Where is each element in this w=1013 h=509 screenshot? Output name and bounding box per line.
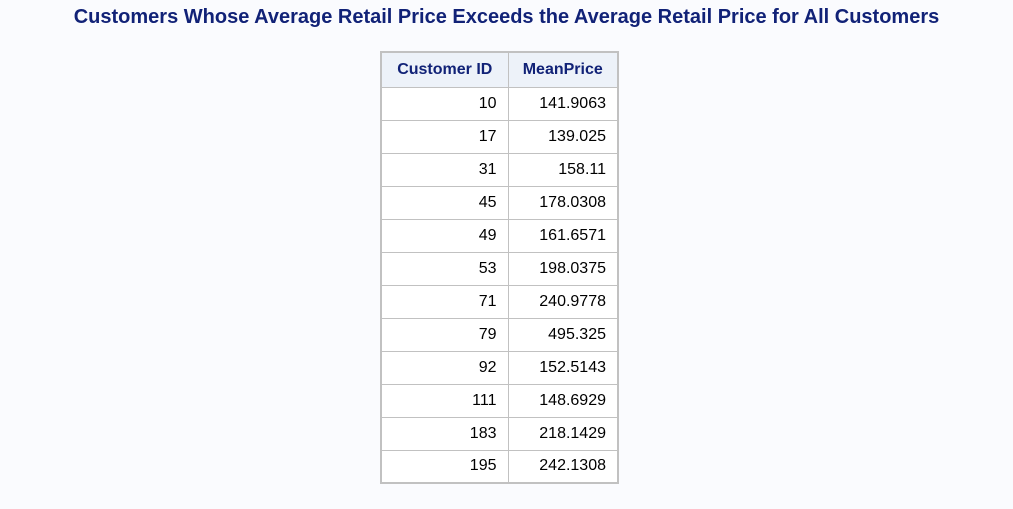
table-row: 17 139.025 [380, 119, 619, 154]
table-row: 10 141.9063 [380, 86, 619, 121]
table-row: 53 198.0375 [380, 251, 619, 286]
meanprice-cell: 158.11 [507, 152, 619, 187]
results-table: Customer ID MeanPrice 10 141.9063 17 139… [380, 51, 619, 484]
table-row: 111 148.6929 [380, 383, 619, 418]
meanprice-cell: 495.325 [507, 317, 619, 352]
meanprice-cell: 148.6929 [507, 383, 619, 418]
meanprice-cell: 242.1308 [507, 449, 619, 484]
meanprice-cell: 198.0375 [507, 251, 619, 286]
meanprice-cell: 152.5143 [507, 350, 619, 385]
table-row: 79 495.325 [380, 317, 619, 352]
column-header-meanprice: MeanPrice [507, 51, 619, 88]
table-row: 31 158.11 [380, 152, 619, 187]
customer-id-cell: 49 [380, 218, 509, 253]
customer-id-cell: 17 [380, 119, 509, 154]
meanprice-cell: 141.9063 [507, 86, 619, 121]
customer-id-cell: 71 [380, 284, 509, 319]
customer-id-cell: 195 [380, 449, 509, 484]
customer-id-cell: 79 [380, 317, 509, 352]
customer-id-cell: 111 [380, 383, 509, 418]
table-row: 195 242.1308 [380, 449, 619, 484]
report-title: Customers Whose Average Retail Price Exc… [73, 6, 940, 28]
table-header-row: Customer ID MeanPrice [380, 51, 619, 88]
meanprice-cell: 178.0308 [507, 185, 619, 220]
table-row: 183 218.1429 [380, 416, 619, 451]
table-row: 49 161.6571 [380, 218, 619, 253]
meanprice-cell: 139.025 [507, 119, 619, 154]
meanprice-cell: 240.9778 [507, 284, 619, 319]
table-row: 71 240.9778 [380, 284, 619, 319]
table-row: 45 178.0308 [380, 185, 619, 220]
customer-id-cell: 10 [380, 86, 509, 121]
customer-id-cell: 31 [380, 152, 509, 187]
meanprice-cell: 218.1429 [507, 416, 619, 451]
customer-id-cell: 45 [380, 185, 509, 220]
meanprice-cell: 161.6571 [507, 218, 619, 253]
table-row: 92 152.5143 [380, 350, 619, 385]
customer-id-cell: 92 [380, 350, 509, 385]
customer-id-cell: 183 [380, 416, 509, 451]
column-header-customer-id: Customer ID [380, 51, 509, 88]
customer-id-cell: 53 [380, 251, 509, 286]
